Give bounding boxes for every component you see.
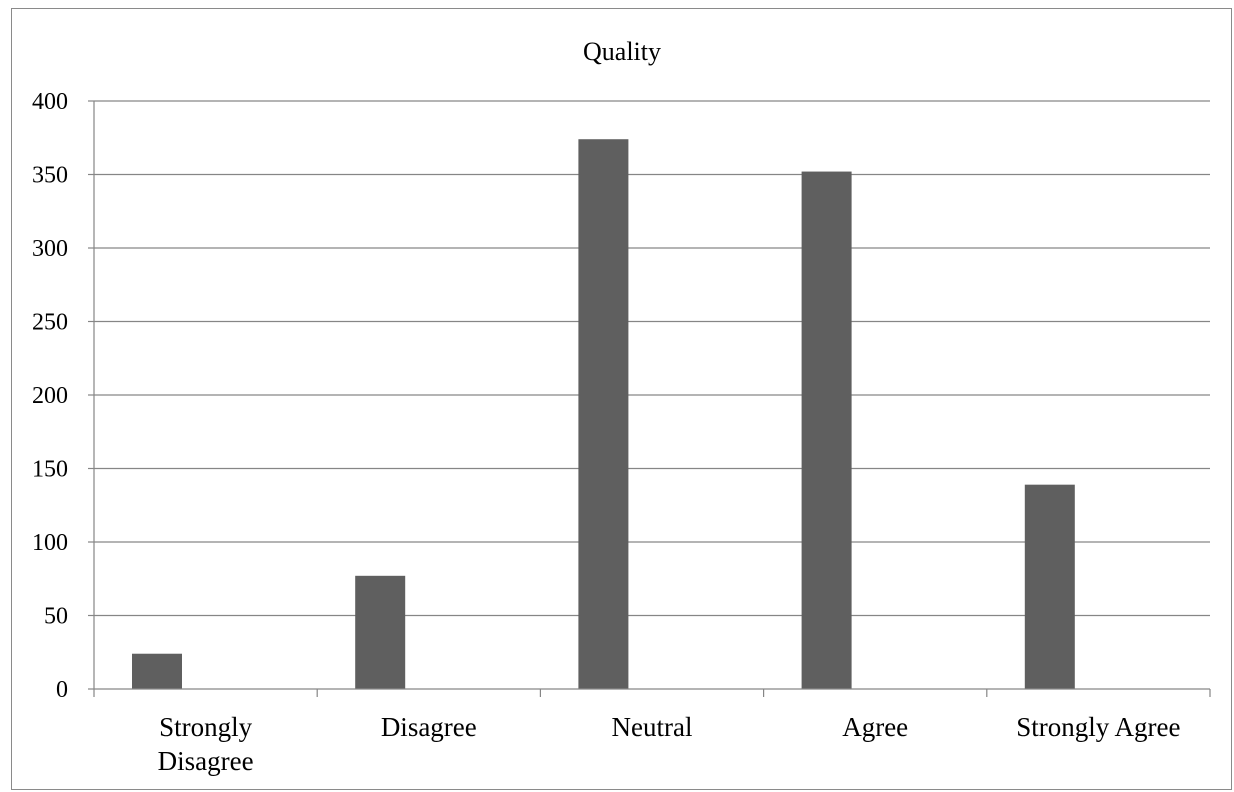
y-tick-label: 200 [32, 383, 68, 409]
y-axis-tick-labels: 0 50 100 150 200 250 300 350 400 [32, 89, 68, 703]
y-tick-label: 100 [32, 530, 68, 556]
x-category-label: Disagree [158, 746, 254, 776]
y-tick-label: 0 [56, 677, 68, 703]
gridlines [94, 100, 1210, 617]
y-tick-label: 350 [32, 163, 68, 189]
y-tick-label: 250 [32, 310, 68, 336]
bar [355, 575, 406, 689]
x-category-label: Agree [842, 712, 908, 742]
x-category-label: Strongly Agree [1016, 712, 1180, 742]
y-tick-label: 50 [44, 604, 68, 630]
bar [578, 139, 629, 690]
bars [132, 139, 1075, 690]
x-category-label: Disagree [381, 712, 477, 742]
y-tick-label: 300 [32, 236, 68, 262]
bar [801, 171, 852, 689]
x-category-label: Strongly [159, 712, 253, 742]
x-axis-category-labels: Strongly Disagree Disagree Neutral Agree Stro… [158, 712, 1181, 776]
bar [1024, 484, 1075, 689]
y-tick-label: 150 [32, 457, 68, 483]
y-tick-label: 400 [32, 89, 68, 115]
axes [88, 100, 1211, 697]
bar [132, 653, 182, 689]
chart-title: Quality [583, 37, 661, 66]
x-category-label: Neutral [612, 712, 693, 742]
